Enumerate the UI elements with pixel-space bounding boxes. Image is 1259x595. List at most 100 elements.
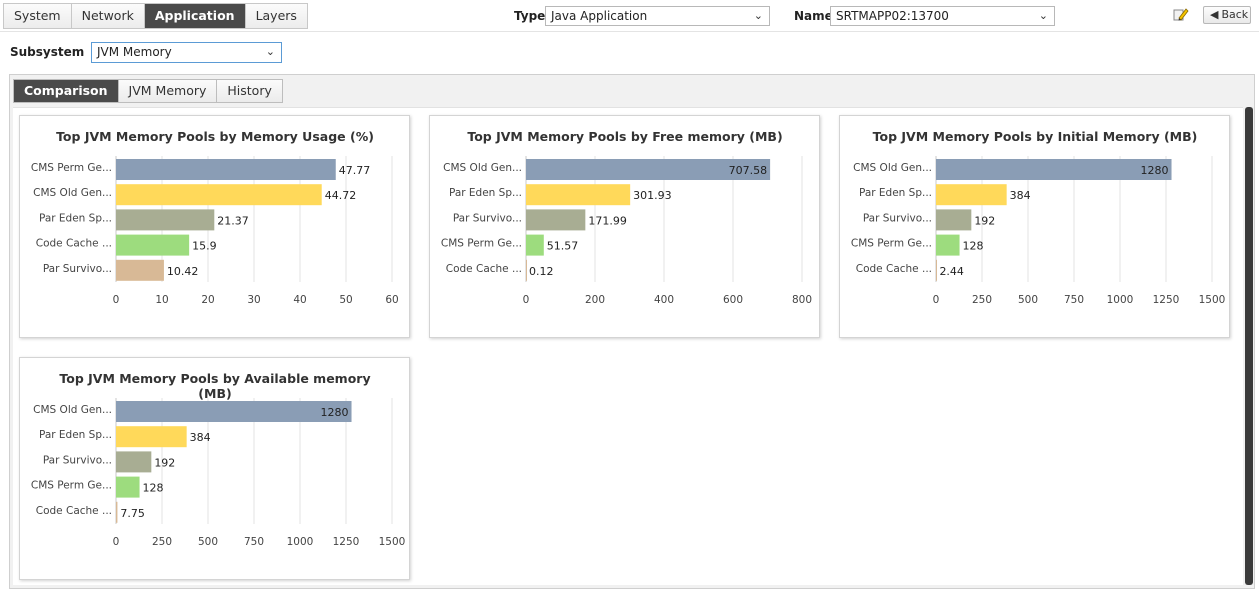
chevron-down-icon: ⌄: [1038, 9, 1048, 22]
x-tick-label: 1250: [333, 536, 360, 548]
bar-cms-old-gen: [116, 184, 322, 206]
data-label: 21.37: [217, 214, 249, 227]
name-select[interactable]: SRTMAPP02:13700 ⌄: [830, 6, 1055, 26]
bar-par-survivo: [116, 451, 152, 473]
bar-code-cache: [526, 259, 527, 281]
top-tab-bar: System Network Application Layers: [3, 3, 308, 29]
data-label: 7.75: [120, 507, 144, 520]
back-button[interactable]: ◀ Back: [1203, 6, 1251, 24]
category-label: Par Eden Sp...: [449, 187, 522, 199]
data-label: 0.12: [529, 265, 554, 278]
x-tick-label: 0: [933, 294, 940, 306]
x-tick-label: 750: [244, 536, 264, 548]
category-label: Par Eden Sp...: [39, 212, 112, 224]
data-label: 192: [974, 214, 995, 227]
category-label: Code Cache ...: [446, 263, 522, 275]
category-label: CMS Old Gen...: [33, 404, 112, 416]
data-label: 128: [963, 240, 984, 253]
x-tick-label: 0: [523, 294, 530, 306]
type-label: Type: [514, 9, 546, 23]
tab-system[interactable]: System: [4, 4, 72, 28]
chevron-down-icon: ⌄: [753, 9, 763, 22]
data-label: 47.77: [339, 164, 371, 177]
data-label: 384: [1010, 189, 1031, 202]
tab-comparison[interactable]: Comparison: [14, 80, 119, 102]
bar-par-eden-sp: [526, 184, 631, 206]
data-label: 301.93: [633, 189, 672, 202]
x-tick-label: 60: [385, 294, 398, 306]
category-label: Par Eden Sp...: [39, 429, 112, 441]
category-label: Par Survivo...: [863, 212, 932, 224]
x-tick-label: 50: [339, 294, 352, 306]
x-tick-label: 400: [654, 294, 674, 306]
chart-card-available-memory: Top JVM Memory Pools by Available memory…: [19, 357, 410, 580]
x-tick-label: 0: [113, 294, 120, 306]
bar-code-cache: [936, 259, 937, 281]
chart-title: (MB): [198, 386, 231, 401]
x-tick-label: 500: [1018, 294, 1038, 306]
category-label: CMS Perm Ge...: [31, 480, 112, 492]
scrollbar-thumb[interactable]: [1245, 107, 1253, 585]
chart-card-free-memory: Top JVM Memory Pools by Free memory (MB)…: [429, 115, 820, 338]
initial-memory-chart: Top JVM Memory Pools by Initial Memory (…: [851, 129, 1226, 306]
x-tick-label: 1000: [287, 536, 314, 548]
tab-application[interactable]: Application: [144, 4, 246, 28]
category-label: Code Cache ...: [36, 505, 112, 517]
chart-card-initial-memory: Top JVM Memory Pools by Initial Memory (…: [839, 115, 1230, 338]
x-tick-label: 1000: [1107, 294, 1134, 306]
x-tick-label: 500: [198, 536, 218, 548]
bar-par-survivo: [116, 259, 164, 281]
back-arrow-icon: ◀: [1210, 8, 1219, 21]
tab-history[interactable]: History: [217, 80, 282, 102]
chart-card-memory-usage: Top JVM Memory Pools by Memory Usage (%)…: [19, 115, 410, 338]
x-tick-label: 1250: [1153, 294, 1180, 306]
x-tick-label: 600: [723, 294, 743, 306]
category-label: Par Survivo...: [43, 454, 112, 466]
x-tick-label: 1500: [1199, 294, 1226, 306]
tab-jvm-memory[interactable]: JVM Memory: [118, 80, 218, 102]
category-label: Par Survivo...: [453, 212, 522, 224]
data-label: 384: [190, 431, 211, 444]
vertical-scrollbar[interactable]: [1245, 107, 1253, 585]
data-label: 171.99: [588, 214, 627, 227]
x-tick-label: 10: [155, 294, 168, 306]
back-button-label: Back: [1221, 8, 1249, 21]
data-label: 192: [154, 456, 175, 469]
category-label: Code Cache ...: [36, 238, 112, 250]
sub-tab-bar: Comparison JVM Memory History: [13, 79, 283, 103]
category-label: CMS Perm Ge...: [851, 238, 932, 250]
tab-network[interactable]: Network: [71, 4, 145, 28]
subsystem-select-value: JVM Memory: [97, 45, 172, 59]
free-memory-chart: Top JVM Memory Pools by Free memory (MB)…: [441, 129, 812, 306]
data-label: 10.42: [167, 265, 199, 278]
x-tick-label: 200: [585, 294, 605, 306]
data-label: 44.72: [325, 189, 357, 202]
x-tick-label: 750: [1064, 294, 1084, 306]
category-label: Code Cache ...: [856, 263, 932, 275]
header-divider: [0, 31, 1259, 32]
data-label: 2.44: [939, 265, 964, 278]
chart-title: Top JVM Memory Pools by Free memory (MB): [467, 129, 782, 144]
subsystem-select[interactable]: JVM Memory ⌄: [91, 42, 282, 63]
data-label: 51.57: [547, 240, 579, 253]
bar-cms-old-gen: [116, 401, 352, 422]
bar-cms-perm-ge: [526, 234, 544, 256]
category-label: CMS Perm Ge...: [441, 238, 522, 250]
edit-pencil-icon[interactable]: [1172, 6, 1190, 24]
bar-par-eden-sp: [936, 184, 1007, 206]
x-tick-label: 1500: [379, 536, 406, 548]
name-label: Name: [794, 9, 833, 23]
x-tick-label: 30: [247, 294, 260, 306]
bar-par-eden-sp: [116, 209, 215, 231]
bar-cms-perm-ge: [936, 234, 960, 256]
type-select-value: Java Application: [551, 9, 648, 23]
subsystem-label: Subsystem: [10, 45, 85, 59]
data-label: 707.58: [729, 164, 768, 177]
data-label: 15.9: [192, 240, 217, 253]
category-label: CMS Old Gen...: [853, 162, 932, 174]
tab-layers[interactable]: Layers: [245, 4, 307, 28]
category-label: CMS Perm Ge...: [31, 162, 112, 174]
type-select[interactable]: Java Application ⌄: [545, 6, 770, 26]
memory-usage-chart: Top JVM Memory Pools by Memory Usage (%)…: [31, 129, 399, 306]
bar-cms-perm-ge: [116, 476, 140, 498]
